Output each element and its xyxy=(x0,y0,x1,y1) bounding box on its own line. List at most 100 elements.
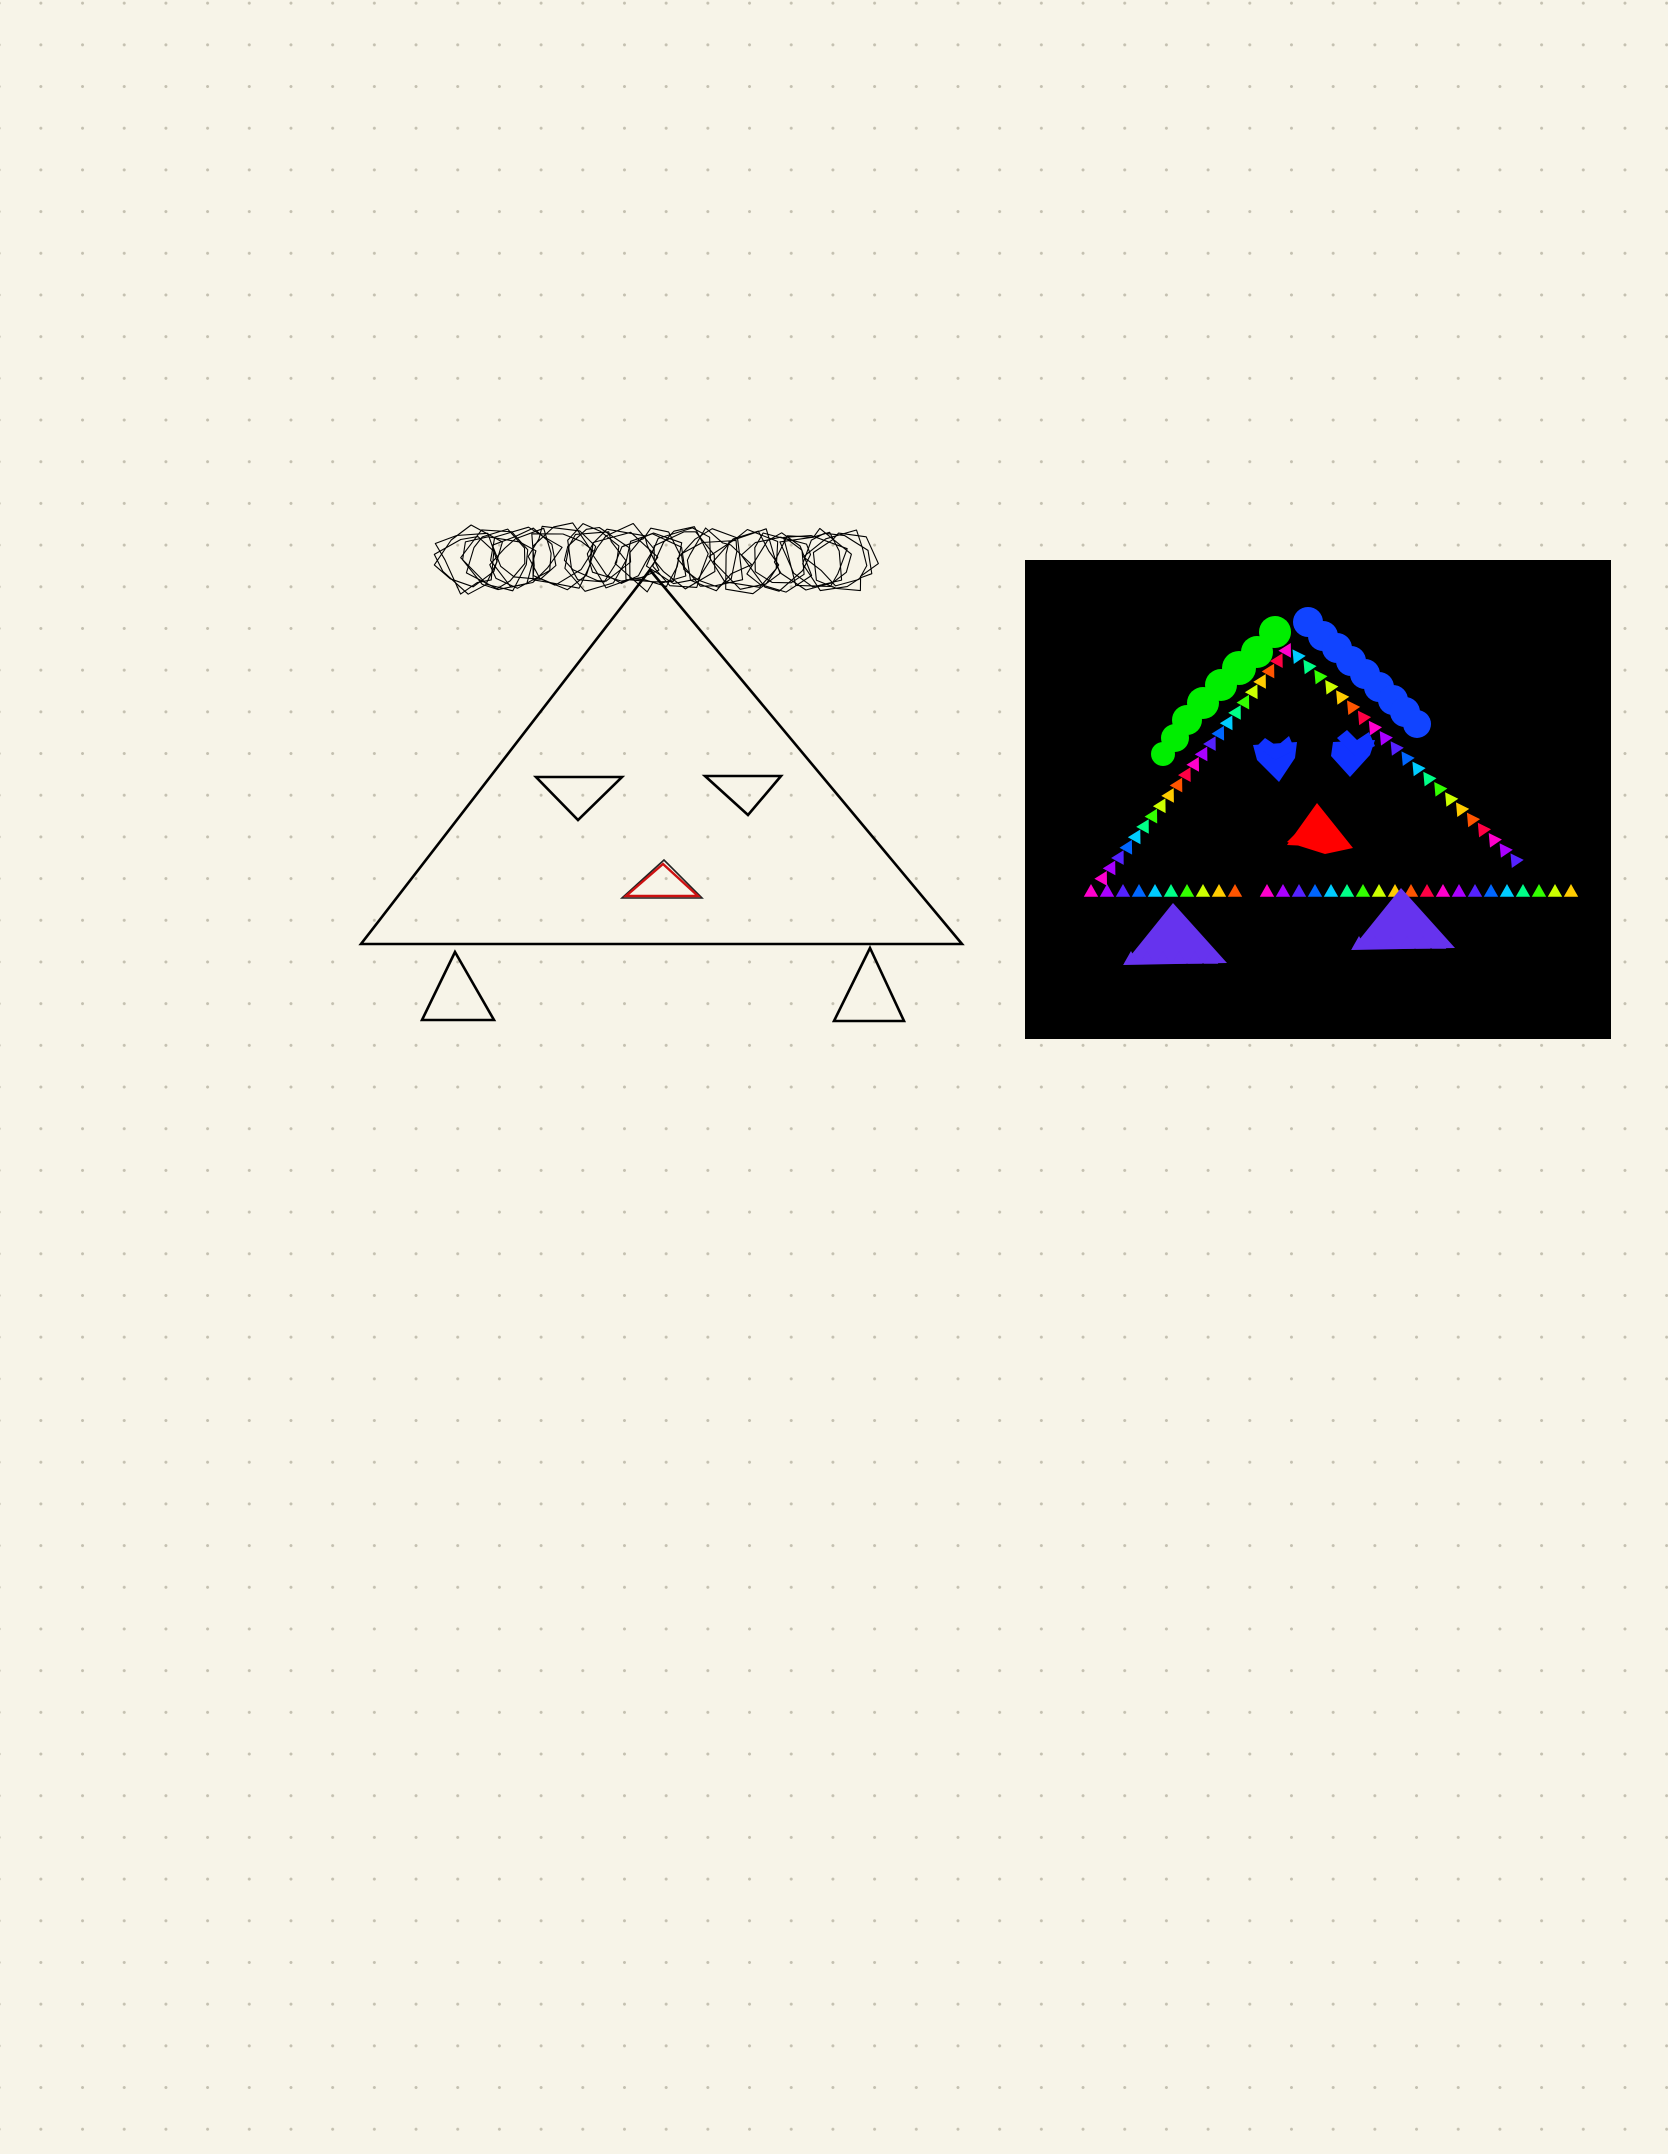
colored-drawing-image[interactable] xyxy=(1025,560,1611,1039)
image-mark xyxy=(1415,936,1431,949)
image-mark xyxy=(1163,884,1179,897)
image-mark xyxy=(1179,884,1195,897)
image-mark xyxy=(1171,951,1187,964)
image-mark xyxy=(1431,936,1447,949)
image-mark xyxy=(1467,884,1483,897)
image-mark xyxy=(1127,829,1141,845)
image-mark xyxy=(1510,853,1524,868)
image-foot xyxy=(1123,903,1227,965)
image-mark xyxy=(1152,798,1166,814)
halo-stroke xyxy=(676,528,744,587)
image-mark xyxy=(1488,833,1502,848)
halo-stroke xyxy=(812,532,879,592)
image-mark xyxy=(1347,700,1361,715)
image-mark xyxy=(1169,777,1183,793)
halo-stroke xyxy=(754,532,805,584)
body-triangle[interactable] xyxy=(358,567,965,946)
image-mark xyxy=(1236,694,1250,710)
image-mark xyxy=(1351,936,1367,949)
image-mark xyxy=(1368,720,1382,736)
image-mark xyxy=(1383,936,1399,949)
scribble-halo[interactable] xyxy=(433,522,879,595)
image-mark xyxy=(1314,669,1328,685)
image-mark xyxy=(1147,884,1163,897)
image-mark xyxy=(1412,761,1426,777)
left-eye[interactable] xyxy=(532,775,626,822)
halo-stroke xyxy=(779,531,843,588)
halo-stroke xyxy=(783,534,848,587)
image-mark xyxy=(1390,741,1404,756)
right-foot[interactable] xyxy=(831,944,907,1023)
halo-stroke xyxy=(652,526,709,588)
image-mark xyxy=(1161,788,1174,803)
image-mark xyxy=(1275,884,1291,897)
image-mark xyxy=(1379,731,1393,746)
image-mark xyxy=(1445,792,1459,807)
halo-stroke xyxy=(614,527,681,593)
image-mark xyxy=(1278,643,1291,658)
image-mark xyxy=(1194,746,1208,762)
image-mark xyxy=(1435,884,1451,897)
image-mark xyxy=(1336,690,1350,705)
image-foot xyxy=(1351,888,1455,950)
image-outline-right xyxy=(1292,649,1524,868)
image-mark xyxy=(1451,884,1467,897)
image-mark xyxy=(1227,884,1243,897)
image-right-eye xyxy=(1331,730,1375,777)
image-mark xyxy=(1339,884,1355,897)
image-mouth xyxy=(1287,803,1353,854)
image-mark xyxy=(1499,884,1515,897)
image-green-edge xyxy=(1151,616,1291,766)
image-mark xyxy=(1111,850,1124,865)
image-mark xyxy=(1547,884,1563,897)
image-mark xyxy=(1178,767,1191,782)
image-mark xyxy=(1144,808,1158,824)
halo-stroke xyxy=(433,536,498,595)
image-mark xyxy=(1228,705,1241,720)
image-mark xyxy=(1456,802,1470,817)
image-mark xyxy=(1195,884,1211,897)
image-mark xyxy=(1219,715,1233,731)
halo-stroke xyxy=(624,533,687,584)
image-mark xyxy=(1499,843,1513,858)
halo-stroke xyxy=(802,532,873,592)
image-mark xyxy=(1115,884,1131,897)
image-mark xyxy=(1155,951,1171,964)
image-feet xyxy=(1123,888,1455,965)
image-mark xyxy=(1099,884,1115,897)
image-mark xyxy=(1139,951,1155,964)
image-mark xyxy=(1211,725,1225,741)
image-mark xyxy=(1094,871,1107,886)
image-mark xyxy=(1477,822,1491,838)
image-mark xyxy=(1563,884,1579,897)
image-mark xyxy=(1355,884,1371,897)
image-blue-edge xyxy=(1293,607,1431,738)
image-mark xyxy=(1292,649,1306,664)
image-mark xyxy=(1261,663,1275,679)
character-body[interactable] xyxy=(358,567,965,1023)
image-mark xyxy=(1083,884,1099,897)
image-mark xyxy=(1119,839,1133,855)
mouth[interactable] xyxy=(619,858,704,899)
image-mark xyxy=(1466,812,1481,828)
image-mark xyxy=(1515,884,1531,897)
image-mark xyxy=(1291,884,1307,897)
halo-stroke xyxy=(746,532,813,593)
halo-stroke xyxy=(686,527,753,592)
image-mark xyxy=(1483,884,1499,897)
halo-stroke xyxy=(527,525,597,591)
image-mark xyxy=(1187,951,1203,964)
left-foot[interactable] xyxy=(419,949,497,1022)
image-mark xyxy=(1419,884,1435,897)
image-mark xyxy=(1211,884,1227,897)
image-outline-left xyxy=(1094,643,1291,886)
right-eye[interactable] xyxy=(701,774,784,817)
halo-stroke xyxy=(740,536,812,592)
halo-stroke xyxy=(680,539,738,588)
image-mark xyxy=(1403,884,1419,897)
image-mark xyxy=(1136,819,1149,834)
image-mark xyxy=(1367,936,1383,949)
image-mark xyxy=(1423,771,1437,787)
